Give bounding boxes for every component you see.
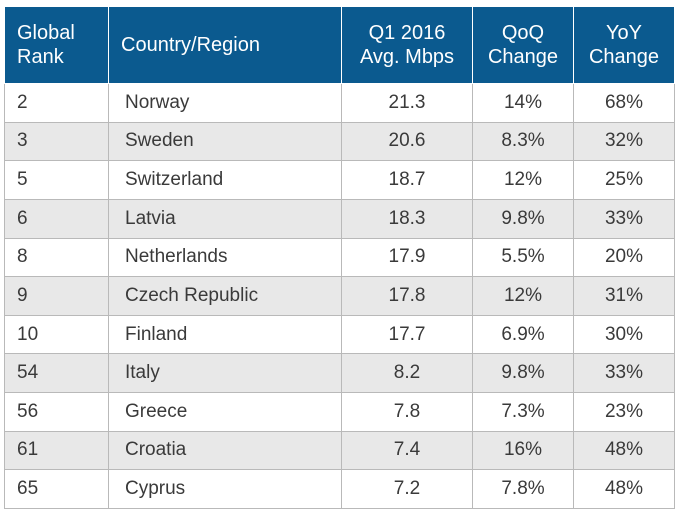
header-qoq-change-line-1: QoQ (501, 22, 545, 44)
header-country-region: Country/Region (108, 6, 342, 84)
rank-cell: 5 (4, 160, 109, 200)
header-row: Global Rank Country/Region Q1 2016 Avg. … (4, 6, 675, 84)
country-cell: Latvia (108, 198, 342, 239)
yoy-change-cell: 30% (573, 314, 675, 355)
qoq-change-cell: 14% (472, 83, 574, 123)
table-row: 61 Croatia 7.4 16% 48% (4, 430, 675, 471)
rank-cell: 8 (4, 237, 109, 278)
header-yoy-change-line-1: YoY (606, 22, 642, 44)
header-yoy-change-line-2: Change (588, 46, 660, 68)
avg-mbps-cell: 21.3 (341, 83, 473, 123)
qoq-change-cell: 16% (472, 430, 574, 471)
qoq-change-cell: 8.3% (472, 121, 574, 162)
yoy-change-cell: 48% (573, 430, 675, 471)
rank-cell: 65 (4, 469, 109, 509)
country-cell: Netherlands (108, 237, 342, 278)
header-avg-mbps-line-1: Q1 2016 (368, 22, 446, 44)
rank-cell: 56 (4, 392, 109, 432)
yoy-change-cell: 33% (573, 198, 675, 239)
header-avg-mbps: Q1 2016 Avg. Mbps (341, 6, 473, 84)
table-row: 56 Greece 7.8 7.3% 23% (4, 392, 675, 432)
country-cell: Greece (108, 392, 342, 432)
table-row: 10 Finland 17.7 6.9% 30% (4, 314, 675, 355)
header-yoy-change: YoY Change (573, 6, 675, 84)
table-header: Global Rank Country/Region Q1 2016 Avg. … (4, 6, 675, 84)
qoq-change-cell: 12% (472, 160, 574, 200)
avg-mbps-cell: 7.8 (341, 392, 473, 432)
yoy-change-cell: 68% (573, 83, 675, 123)
qoq-change-cell: 7.3% (472, 392, 574, 432)
avg-mbps-cell: 18.7 (341, 160, 473, 200)
table-row: 6 Latvia 18.3 9.8% 33% (4, 198, 675, 239)
avg-mbps-cell: 17.7 (341, 314, 473, 355)
rank-cell: 54 (4, 353, 109, 393)
table-row: 3 Sweden 20.6 8.3% 32% (4, 121, 675, 162)
header-global-rank: Global Rank (4, 6, 109, 84)
country-cell: Sweden (108, 121, 342, 162)
qoq-change-cell: 6.9% (472, 314, 574, 355)
yoy-change-cell: 31% (573, 276, 675, 316)
avg-mbps-cell: 18.3 (341, 198, 473, 239)
yoy-change-cell: 48% (573, 469, 675, 509)
qoq-change-cell: 12% (472, 276, 574, 316)
yoy-change-cell: 25% (573, 160, 675, 200)
header-global-rank-line-2: Rank (17, 46, 64, 68)
country-cell: Cyprus (108, 469, 342, 509)
avg-mbps-cell: 7.4 (341, 430, 473, 471)
country-cell: Switzerland (108, 160, 342, 200)
country-cell: Czech Republic (108, 276, 342, 316)
table-row: 9 Czech Republic 17.8 12% 31% (4, 276, 675, 316)
yoy-change-cell: 20% (573, 237, 675, 278)
yoy-change-cell: 32% (573, 121, 675, 162)
rank-cell: 9 (4, 276, 109, 316)
table-row: 65 Cyprus 7.2 7.8% 48% (4, 469, 675, 509)
rank-cell: 61 (4, 430, 109, 471)
qoq-change-cell: 5.5% (472, 237, 574, 278)
header-country-region-label: Country/Region (121, 34, 260, 56)
rank-cell: 10 (4, 314, 109, 355)
header-qoq-change: QoQ Change (472, 6, 574, 84)
header-avg-mbps-line-2: Avg. Mbps (359, 46, 455, 68)
avg-mbps-cell: 8.2 (341, 353, 473, 393)
rank-cell: 6 (4, 198, 109, 239)
table-body: 2 Norway 21.3 14% 68% 3 Sweden 20.6 8.3%… (4, 83, 675, 509)
avg-mbps-cell: 7.2 (341, 469, 473, 509)
broadband-speed-table: Global Rank Country/Region Q1 2016 Avg. … (4, 6, 675, 509)
qoq-change-cell: 7.8% (472, 469, 574, 509)
country-cell: Norway (108, 83, 342, 123)
table-row: 54 Italy 8.2 9.8% 33% (4, 353, 675, 393)
qoq-change-cell: 9.8% (472, 198, 574, 239)
qoq-change-cell: 9.8% (472, 353, 574, 393)
avg-mbps-cell: 20.6 (341, 121, 473, 162)
yoy-change-cell: 33% (573, 353, 675, 393)
yoy-change-cell: 23% (573, 392, 675, 432)
header-qoq-change-line-2: Change (487, 46, 559, 68)
rank-cell: 2 (4, 83, 109, 123)
header-global-rank-line-1: Global (17, 22, 75, 44)
rank-cell: 3 (4, 121, 109, 162)
table-row: 8 Netherlands 17.9 5.5% 20% (4, 237, 675, 278)
avg-mbps-cell: 17.8 (341, 276, 473, 316)
country-cell: Croatia (108, 430, 342, 471)
table-row: 2 Norway 21.3 14% 68% (4, 83, 675, 123)
country-cell: Finland (108, 314, 342, 355)
country-cell: Italy (108, 353, 342, 393)
table-row: 5 Switzerland 18.7 12% 25% (4, 160, 675, 200)
avg-mbps-cell: 17.9 (341, 237, 473, 278)
